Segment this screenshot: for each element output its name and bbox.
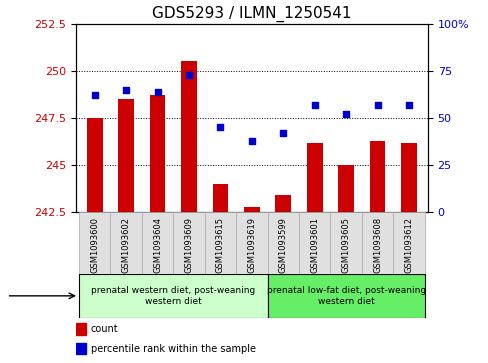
Point	[122, 87, 130, 93]
Bar	[392, 212, 424, 274]
Bar	[236, 212, 267, 274]
Text: prenatal western diet, post-weaning
western diet: prenatal western diet, post-weaning west…	[91, 286, 255, 306]
Text: GSM1093604: GSM1093604	[153, 217, 162, 273]
Point	[247, 138, 255, 143]
Bar	[79, 212, 110, 274]
Bar	[110, 212, 142, 274]
Text: GSM1093600: GSM1093600	[90, 217, 99, 273]
Point	[216, 125, 224, 130]
Bar	[275, 195, 290, 212]
Title: GDS5293 / ILMN_1250541: GDS5293 / ILMN_1250541	[152, 6, 351, 22]
Bar	[142, 212, 173, 274]
Bar	[298, 212, 330, 274]
Point	[184, 72, 192, 77]
Text: GSM1093602: GSM1093602	[122, 217, 130, 273]
Text: prenatal low-fat diet, post-weaning
western diet: prenatal low-fat diet, post-weaning west…	[266, 286, 425, 306]
Bar	[79, 274, 267, 318]
Bar	[369, 140, 385, 212]
Bar	[149, 95, 165, 212]
Text: GSM1093615: GSM1093615	[216, 217, 224, 273]
Bar	[181, 61, 196, 212]
Bar	[400, 143, 416, 212]
Point	[342, 111, 349, 117]
Point	[279, 130, 286, 136]
Bar	[306, 143, 322, 212]
Point	[310, 102, 318, 108]
Bar	[76, 323, 85, 335]
Bar	[244, 207, 259, 212]
Bar	[118, 99, 134, 212]
Text: GSM1093608: GSM1093608	[372, 217, 381, 273]
Bar	[267, 212, 298, 274]
Bar	[204, 212, 236, 274]
Text: GSM1093612: GSM1093612	[404, 217, 413, 273]
Text: GSM1093599: GSM1093599	[278, 217, 287, 273]
Bar	[267, 274, 424, 318]
Bar	[173, 212, 204, 274]
Bar	[212, 184, 228, 212]
Point	[404, 102, 412, 108]
Text: count: count	[91, 324, 118, 334]
Bar	[330, 212, 361, 274]
Bar	[338, 165, 353, 212]
Point	[91, 93, 99, 98]
Point	[153, 89, 161, 94]
Bar	[76, 343, 85, 354]
Text: percentile rank within the sample: percentile rank within the sample	[91, 343, 255, 354]
Point	[373, 102, 381, 108]
Bar	[87, 118, 102, 212]
Text: GSM1093619: GSM1093619	[247, 217, 256, 273]
Text: GSM1093605: GSM1093605	[341, 217, 350, 273]
Text: GSM1093609: GSM1093609	[184, 217, 193, 273]
Bar	[361, 212, 392, 274]
Text: GSM1093601: GSM1093601	[309, 217, 319, 273]
